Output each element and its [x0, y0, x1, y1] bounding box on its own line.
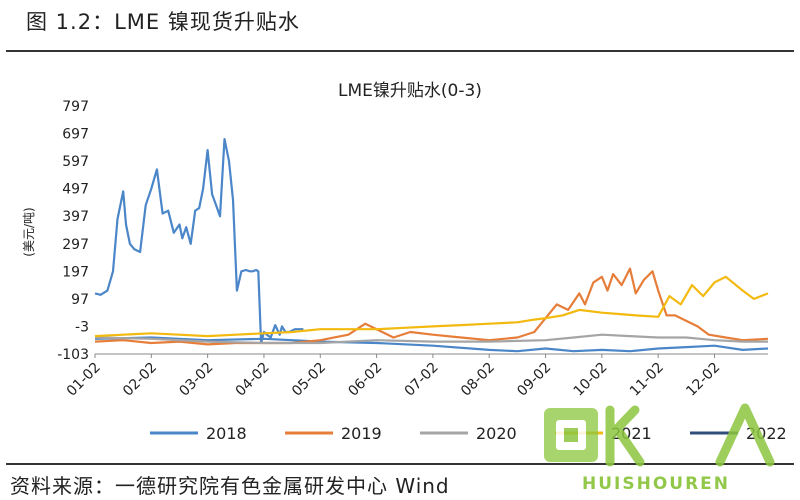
series-line-2018-0: [94, 138, 304, 345]
y-tick-label: 697: [62, 127, 89, 143]
x-tick-label: 03-02: [176, 360, 216, 400]
chart-title: LME镍升贴水(0-3): [338, 81, 482, 101]
x-tick-label: 10-02: [571, 360, 611, 400]
y-axis-label: (美元/吨): [22, 207, 36, 256]
legend-label-2018: 2018: [206, 424, 247, 443]
x-ticks: 01-02 02-02 03-02 04-02 05-02 06-02 07-02 08-02…: [64, 353, 768, 400]
x-tick-label: 11-02: [627, 360, 667, 400]
y-tick-label: 597: [62, 154, 89, 170]
series-line-2018-1: [94, 336, 769, 353]
watermark-logo-icon: [544, 403, 775, 467]
y-tick-label: -103: [57, 347, 89, 363]
top-rule: [6, 50, 794, 52]
watermark-text: HUISHOUREN: [582, 474, 731, 494]
series-line-2019-2: [94, 267, 769, 346]
series-line-2021-4: [94, 275, 769, 338]
series-lines: [94, 138, 769, 353]
x-tick-label: 01-02: [64, 360, 104, 400]
x-tick-label: 08-02: [458, 360, 498, 400]
y-ticks: -103 -3 97 197 297 397 497 597 697 797: [57, 99, 89, 363]
y-tick-label: 197: [62, 264, 89, 280]
x-tick-label: 09-02: [514, 360, 554, 400]
chart: LME镍升贴水(0-3) (美元/吨) -103 -3 97 197 297 397 497…: [22, 81, 787, 443]
x-tick-label: 06-02: [345, 360, 385, 400]
y-tick-label: 497: [62, 182, 89, 198]
figure-title: 图 1.2：LME 镍现货升贴水: [26, 10, 300, 34]
y-tick-label: 297: [62, 237, 89, 253]
legend-label-2020: 2020: [476, 424, 517, 443]
source-note: 资料来源：一德研究院有色金属研发中心 Wind: [10, 474, 450, 498]
y-tick-label: 97: [71, 292, 89, 308]
y-tick-label: 397: [62, 209, 89, 225]
y-tick-label: 797: [62, 99, 89, 115]
y-tick-label: -3: [75, 319, 89, 335]
x-tick-label: 05-02: [289, 360, 329, 400]
x-tick-label: 12-02: [683, 360, 723, 400]
bottom-rule: [6, 463, 794, 465]
x-tick-label: 02-02: [120, 360, 160, 400]
series-line-2020-3: [94, 333, 768, 345]
watermark: HUISHOUREN: [540, 400, 795, 500]
x-tick-label: 04-02: [233, 360, 273, 400]
x-tick-label: 07-02: [402, 360, 442, 400]
legend-label-2019: 2019: [341, 424, 382, 443]
